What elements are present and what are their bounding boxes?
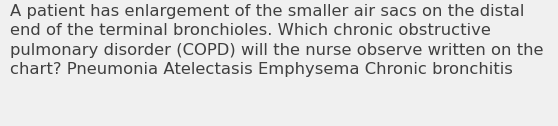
Text: A patient has enlargement of the smaller air sacs on the distal
end of the termi: A patient has enlargement of the smaller… — [10, 4, 543, 77]
